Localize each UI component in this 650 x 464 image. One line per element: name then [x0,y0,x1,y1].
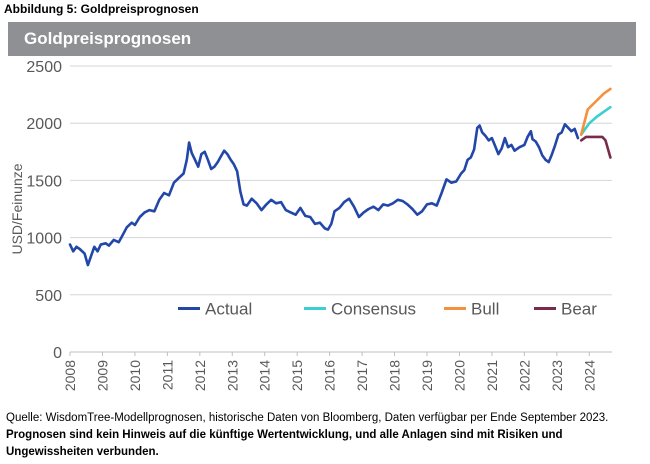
series-line-bull [579,87,612,136]
legend-label-consensus: Consensus [331,300,416,319]
x-tick-label-2017: 2017 [354,360,370,391]
x-tick-label-2020: 2020 [451,360,467,391]
x-tick-label-2009: 2009 [94,360,110,391]
x-tick-label-2010: 2010 [127,360,143,391]
legend-label-bear: Bear [561,300,597,319]
y-tick-labels: 0 500 1000 1500 2000 2500 [26,59,62,362]
chart-panel: Goldpreisprognosen USD/Feinunze 0 500 1000… [8,22,636,405]
x-tick-label-2008: 2008 [62,360,78,391]
y-tick-label-2500: 2500 [26,59,62,76]
series-line-consensus [579,105,612,136]
x-tick-label-2014: 2014 [257,360,273,391]
x-tick-label-2019: 2019 [419,360,435,391]
y-tick-label-1000: 1000 [26,231,62,248]
x-tick-label-2024: 2024 [581,360,597,391]
series-line-actual [68,123,580,267]
x-tick-label-2016: 2016 [322,360,338,391]
legend-label-actual: Actual [205,300,252,319]
x-tick-label-2012: 2012 [192,360,208,391]
x-tick-label-2015: 2015 [289,360,305,391]
legend: Actual Consensus Bull Bear [178,300,597,319]
y-tick-label-2000: 2000 [26,116,62,133]
y-tick-label-500: 500 [35,288,62,305]
source-text: Quelle: WisdomTree-Modellprognosen, hist… [6,412,609,424]
x-tick-label-2023: 2023 [549,360,565,391]
figure-caption: Abbildung 5: Goldpreisprognosen [4,2,199,16]
y-axis-label: USD/Feinunze [9,163,25,254]
x-tick-label-2011: 2011 [159,360,175,390]
disclaimer-text: Prognosen sind kein Hinweis auf die künf… [6,429,563,458]
y-tick-label-0: 0 [53,345,62,362]
series-lines [68,87,612,267]
y-tick-label-1500: 1500 [26,173,62,190]
grid-lines [70,65,612,353]
series-line-bear [579,135,612,159]
legend-label-bull: Bull [471,300,499,319]
x-tick-label-2013: 2013 [224,360,240,391]
x-tick-labels: 2008 2009 2010 2011 2012 2013 2014 2015 2016 2017… [62,352,597,391]
x-tick-label-2022: 2022 [516,360,532,391]
x-tick-label-2018: 2018 [387,360,403,391]
source-note: Quelle: WisdomTree-Modellprognosen, hist… [6,410,646,461]
x-tick-label-2021: 2021 [484,360,500,391]
chart-title: Goldpreisprognosen [8,22,636,56]
